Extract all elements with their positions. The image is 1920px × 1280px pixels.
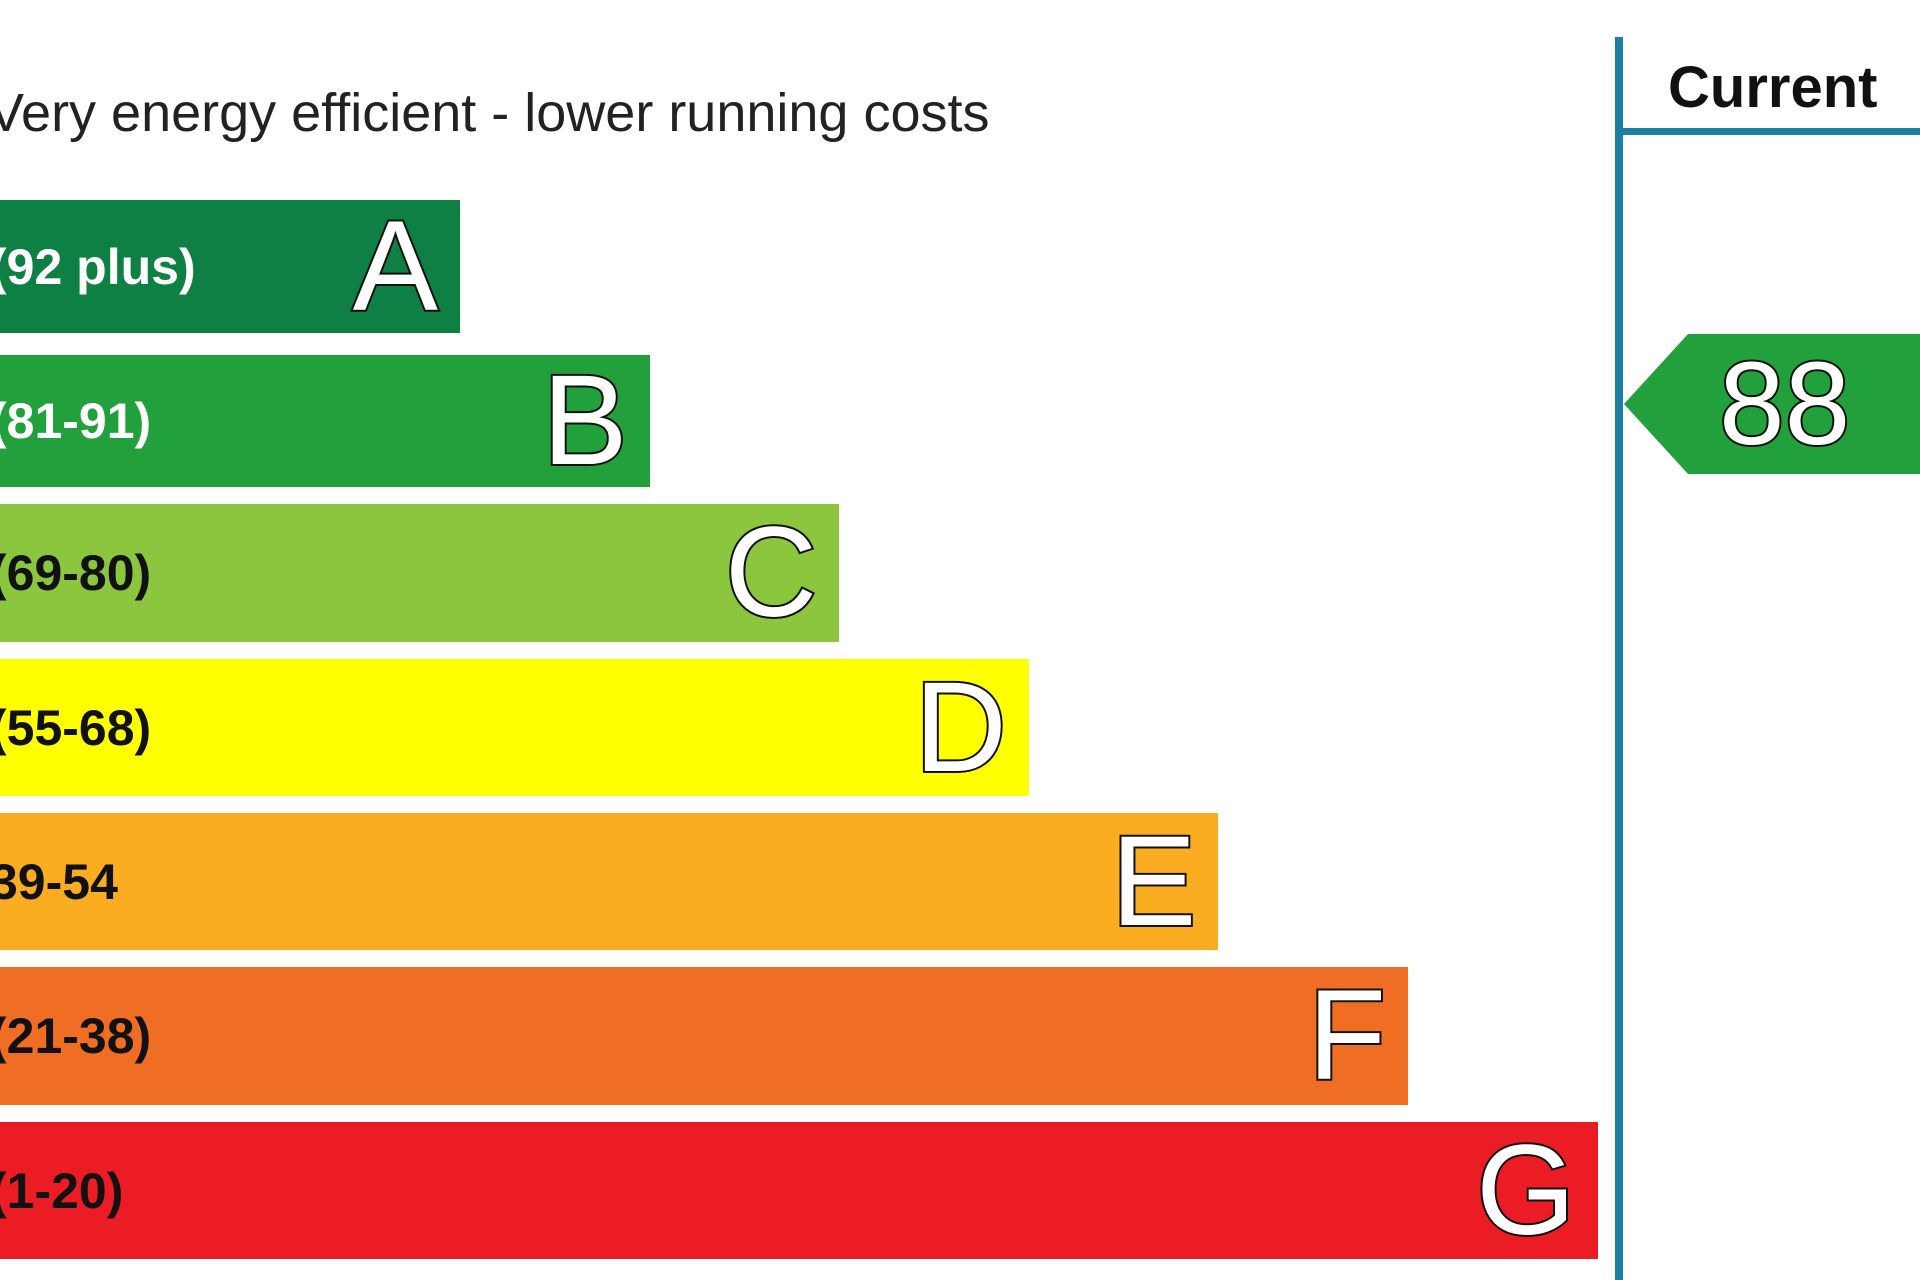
current-rating-arrow: 88 [1624,334,1920,474]
rating-letter: G [1474,1118,1578,1262]
rating-letter: F [1306,964,1388,1107]
current-column-header: Current [1668,55,1878,120]
rating-bar-g: (1-20) G [0,1122,1598,1259]
rating-bar-b: (81-91) B [0,355,650,487]
rating-bar-a: (92 plus) A [0,200,460,333]
rating-range-label: 39-54 [0,853,118,910]
rating-range-label: (92 plus) [0,238,196,295]
rating-range-label: (69-80) [0,545,152,601]
rating-letter: D [912,655,1008,799]
rating-range-label: (55-68) [0,699,152,756]
column-divider [1615,37,1623,1280]
rating-range-label: (21-38) [0,1008,152,1064]
rating-letter: C [723,501,819,644]
current-rating-value: 88 [1717,338,1852,470]
rating-range-label: (81-91) [0,393,152,449]
rating-bar-f: (21-38) F [0,967,1408,1105]
rating-letter: A [351,194,440,338]
rating-bar-e: 39-54 E [0,809,1219,953]
rating-range-label: (1-20) [0,1162,124,1219]
rating-letter: B [540,349,629,492]
header-underline [1615,128,1920,135]
rating-letter: E [1109,809,1198,953]
rating-bar-c: (69-80) C [0,501,840,644]
chart-title: Very energy efficient - lower running co… [0,83,990,143]
rating-bar-d: (55-68) D [0,659,1029,796]
